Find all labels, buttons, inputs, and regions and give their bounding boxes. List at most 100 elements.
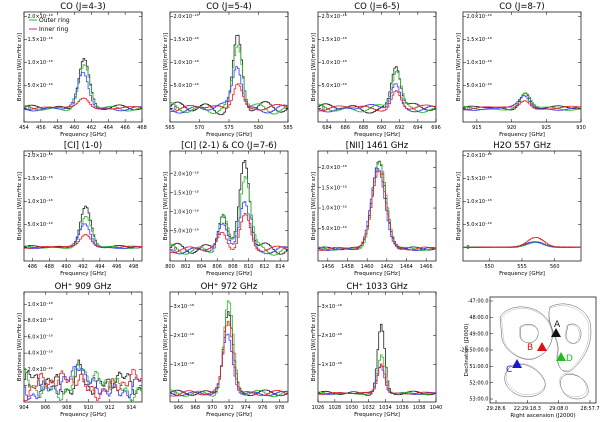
y-tick-label: 2×10⁻¹⁸ — [322, 333, 342, 339]
y-tick-label: 2.0×10⁻¹⁸ — [322, 165, 347, 171]
y-axis-label: Brightness [W/(m²Hz sr)] — [310, 33, 317, 101]
series-outer-line — [170, 45, 289, 115]
x-tick-label: 804 — [197, 264, 207, 270]
plot-frame — [23, 11, 143, 123]
x-tick-label: 920 — [507, 125, 517, 131]
y-axis-label: Brightness [W/(m²Hz sr)] — [16, 172, 23, 240]
series-black-line — [24, 359, 143, 395]
map-x-tick-label: 22:29:18.3 — [514, 406, 541, 412]
y-tick-label: 5.0×10⁻¹⁹ — [174, 83, 199, 89]
series-red-line — [318, 363, 437, 395]
x-tick-label: 1028 — [328, 405, 341, 411]
y-tick-label: 1.5×10⁻¹⁸ — [174, 190, 199, 196]
y-tick-label: 1×10⁻¹⁸ — [322, 362, 342, 368]
x-tick-label: 490 — [61, 264, 71, 270]
x-tick-label: 1464 — [400, 264, 413, 270]
plot-frame — [317, 291, 437, 403]
spectrum-panel: CO (J=8-7) 0 5.0×10⁻¹⁹ 1.0×10⁻¹⁸ 1.5×10⁻¹⁸ 2.… — [455, 2, 586, 138]
x-tick-label: 486 — [28, 264, 38, 270]
x-tick-label: 1032 — [362, 405, 375, 411]
y-tick-label: 2.0×10⁻¹⁸ — [28, 153, 53, 159]
x-tick-label: 1460 — [361, 264, 374, 270]
y-tick-label: 1.5×10⁻¹⁸ — [467, 37, 492, 43]
spectrum-panel: CO (J=6-5) 0 5.0×10⁻¹⁹ 1.0×10⁻¹⁸ 1.5×10⁻¹⁸ 2.… — [310, 2, 441, 138]
panel-title: CO (J=8-7) — [499, 2, 544, 12]
map-contour — [505, 363, 546, 395]
x-tick-label: 688 — [359, 125, 369, 131]
y-axis-label: Brightness [W/(m²Hz sr)] — [162, 33, 169, 101]
marker-d-triangle — [556, 352, 566, 361]
x-tick-label: 692 — [395, 125, 405, 131]
x-tick-label: 585 — [283, 125, 293, 131]
y-tick-label: 2.0×10⁻¹⁸ — [174, 14, 199, 20]
x-axis-label: Frequency [GHz] — [206, 412, 252, 418]
x-tick-label: 488 — [45, 264, 55, 270]
x-tick-label: 690 — [377, 125, 387, 131]
x-tick-label: 468 — [137, 125, 147, 131]
y-tick-label: 1.0×10⁻¹⁸ — [28, 60, 53, 66]
marker-a-triangle — [551, 328, 561, 337]
x-tick-label: 915 — [472, 125, 482, 131]
y-tick-label: 1.0×10⁻¹⁸ — [467, 60, 492, 66]
plot-frame — [462, 11, 582, 123]
y-axis-label: Brightness [W/(m²Hz sr)] — [162, 172, 169, 240]
x-tick-label: 1040 — [430, 405, 443, 411]
map-y-tick-label: 52:00.0 — [469, 380, 488, 386]
x-tick-label: 812 — [260, 264, 270, 270]
series-outer-line — [170, 176, 289, 256]
plot-frame — [23, 291, 143, 403]
x-tick-label: 575 — [224, 125, 234, 131]
plot-frame — [317, 11, 437, 123]
spectrum-panel: [CI] (1-0)05.0×10⁻¹⁹1.0×10⁻¹⁸1.5×10⁻¹⁸2.… — [16, 141, 143, 277]
x-axis-label: Frequency [GHz] — [206, 271, 252, 277]
y-tick-label: 5.0×10⁻¹⁹ — [467, 83, 492, 89]
y-tick-label: 0 — [467, 106, 470, 112]
x-tick-label: 686 — [340, 125, 350, 131]
panel-title: [NII] 1461 GHz — [346, 141, 409, 151]
x-axis-label: Frequency [GHz] — [60, 412, 106, 418]
x-tick-label: 550 — [484, 264, 494, 270]
x-tick-label: 462 — [87, 125, 97, 131]
y-axis-label: Brightness [W/(m²Hz sr)] — [16, 33, 23, 101]
x-tick-label: 914 — [126, 405, 136, 411]
series-red-line — [24, 234, 143, 249]
y-tick-label: 2.0×10⁻¹⁹ — [28, 367, 53, 373]
series-blue-line — [170, 66, 289, 114]
y-axis-label: Brightness [W/(m²Hz sr)] — [455, 172, 462, 240]
spectrum-panel: OH⁺ 972 GHz 0 1×10⁻¹⁸ 2×10⁻¹⁸ 3×10⁻¹⁸ 966 968 9… — [162, 282, 289, 418]
x-tick-label: 464 — [104, 125, 114, 131]
panel-title: [CI] (1-0) — [64, 141, 102, 151]
series-blue-line — [24, 223, 143, 249]
x-tick-label: 912 — [105, 405, 115, 411]
plot-frame — [317, 150, 437, 262]
series-black-line — [170, 34, 289, 116]
x-tick-label: 1456 — [321, 264, 334, 270]
x-tick-label: 966 — [174, 405, 184, 411]
x-tick-label: 800 — [165, 264, 175, 270]
series-blue-line — [170, 201, 289, 255]
panel-title: CO (J=5-4) — [206, 2, 251, 12]
x-tick-label: 1458 — [341, 264, 354, 270]
y-tick-label: 2.0×10⁻¹⁸ — [174, 171, 199, 177]
y-tick-label: 1.5×10⁻¹⁸ — [174, 37, 199, 43]
map-x-tick-label: 29:28.6 — [486, 406, 505, 412]
y-tick-label: 2×10⁻¹⁸ — [174, 333, 194, 339]
y-tick-label: 4.0×10⁻¹⁹ — [28, 351, 53, 357]
y-tick-label: 1.0×10⁻¹⁸ — [467, 199, 492, 205]
x-tick-label: 906 — [41, 405, 51, 411]
y-axis-label: Brightness [W/(m²Hz sr)] — [310, 313, 317, 381]
series-blue-line — [24, 72, 143, 112]
panel-title: CO (J=6-5) — [354, 2, 399, 12]
y-tick-label: 1×10⁻¹⁸ — [174, 362, 194, 368]
y-axis-label: Brightness [W/(m²Hz sr)] — [455, 33, 462, 101]
x-tick-label: 570 — [195, 125, 205, 131]
series-red-line — [463, 100, 582, 111]
marker-c-triangle — [512, 359, 522, 368]
marker-d-label: D — [566, 354, 573, 364]
map-panel: -47:00.0 48:00.0 49:00.0 -20:50:00.0 51:00.0… — [459, 296, 600, 419]
y-axis-label: Brightness [W/(m²Hz sr)] — [162, 313, 169, 381]
marker-a-label: A — [554, 320, 561, 330]
map-y-tick-label: -20:50:00.0 — [459, 348, 488, 354]
legend-outer-label: Outer ring — [39, 17, 70, 24]
y-tick-label: 0 — [28, 383, 31, 389]
